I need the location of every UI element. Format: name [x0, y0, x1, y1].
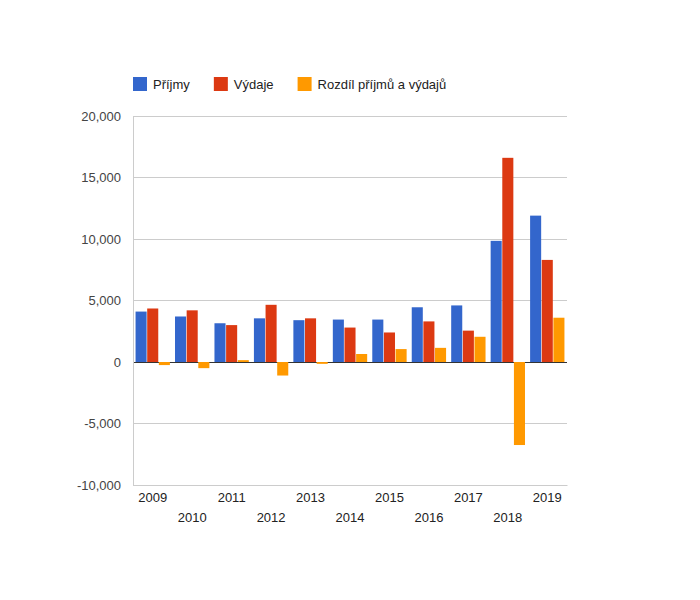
bar: [514, 362, 525, 445]
x-tick-label: 2016: [414, 510, 443, 525]
y-tick: -10,000: [77, 478, 133, 493]
x-tick: 2009: [138, 485, 167, 505]
bar: [226, 325, 237, 362]
x-tick-label: 2013: [296, 490, 325, 505]
bar: [305, 318, 316, 362]
bar: [451, 305, 462, 362]
bar: [435, 348, 446, 362]
x-tick: 2016: [414, 485, 443, 525]
legend-swatch: [133, 77, 147, 91]
bar: [356, 354, 367, 362]
y-tick-label: 5,000: [88, 293, 121, 308]
x-tick-label: 2017: [454, 490, 483, 505]
bar: [463, 331, 474, 362]
x-tick: 2017: [454, 485, 483, 505]
x-tick-label: 2010: [178, 510, 207, 525]
x-tick-label: 2011: [218, 490, 246, 505]
bar: [502, 158, 513, 362]
grid: [133, 116, 567, 485]
y-tick: 5,000: [88, 293, 133, 308]
bar-series: [147, 158, 553, 362]
bar-series: [136, 216, 542, 362]
bar: [266, 305, 277, 362]
x-tick-label: 2009: [138, 490, 167, 505]
x-tick: 2018: [493, 485, 522, 525]
y-tick: 15,000: [81, 170, 133, 185]
bar: [423, 321, 434, 362]
x-tick: 2014: [336, 485, 365, 525]
bar: [293, 320, 304, 362]
legend-label: Rozdíl příjmů a výdajů: [318, 77, 447, 92]
x-tick: 2019: [533, 485, 562, 505]
grid-line: [133, 116, 567, 117]
bar: [254, 318, 265, 362]
bar: [333, 320, 344, 362]
bar: [344, 328, 355, 362]
y-tick-label: 0: [114, 355, 121, 370]
x-tick: 2013: [296, 485, 325, 505]
x-axis: 2009 2010 2011 2012 2013 2014 2015 2016 2017 2018…: [134, 485, 568, 525]
y-axis-line: [133, 117, 134, 486]
bar: [147, 308, 158, 362]
bar-series: [159, 318, 565, 445]
grid-line: [133, 485, 567, 486]
bar: [412, 307, 423, 362]
y-tick: -5,000: [84, 416, 133, 431]
bar: [175, 316, 186, 362]
grid-line: [133, 423, 567, 424]
y-tick: 10,000: [81, 232, 133, 247]
legend-swatch: [214, 77, 228, 91]
bar: [159, 362, 170, 365]
legend-label: Příjmy: [153, 77, 190, 92]
bar: [474, 337, 485, 362]
bar: [277, 362, 288, 376]
bar: [542, 260, 553, 362]
bar: [384, 332, 395, 362]
legend: Příjmy Výdaje Rozdíl příjmů a výdajů: [133, 77, 446, 92]
bar: [396, 349, 407, 362]
x-tick: 2010: [178, 485, 207, 525]
legend-item: Příjmy: [133, 77, 190, 92]
legend-label: Výdaje: [234, 77, 274, 92]
bar: [136, 312, 147, 362]
bar: [491, 241, 502, 362]
y-tick: 0: [114, 355, 133, 370]
y-tick-label: -5,000: [84, 416, 121, 431]
y-tick: 20,000: [81, 109, 133, 124]
y-tick-label: 15,000: [81, 170, 121, 185]
bar: [187, 310, 198, 362]
x-axis-line: [134, 485, 568, 486]
bar: [553, 318, 564, 362]
bar: [214, 323, 225, 362]
y-tick-label: -10,000: [77, 478, 121, 493]
x-tick: 2011: [218, 485, 246, 505]
bar: [317, 362, 328, 364]
legend-item: Výdaje: [214, 77, 274, 92]
x-tick-label: 2018: [493, 510, 522, 525]
x-tick: 2015: [375, 485, 404, 505]
bar: [238, 360, 249, 362]
bar: [530, 216, 541, 362]
x-tick-label: 2014: [336, 510, 365, 525]
grid-line: [133, 239, 567, 240]
y-tick-label: 10,000: [81, 232, 121, 247]
y-axis: -10,000 -5,000 0 5,000 10,000 15,000 20,000: [77, 109, 134, 493]
x-tick-label: 2012: [257, 510, 286, 525]
legend-item: Rozdíl příjmů a výdajů: [298, 77, 447, 92]
bar: [198, 362, 209, 368]
y-tick-label: 20,000: [81, 109, 121, 124]
x-tick: 2012: [257, 485, 286, 525]
legend-swatch: [298, 77, 312, 91]
bars: [136, 158, 565, 445]
x-tick-label: 2019: [533, 490, 562, 505]
grid-line: [133, 300, 567, 301]
x-tick-label: 2015: [375, 490, 404, 505]
bar: [372, 320, 383, 362]
grid-line: [133, 177, 567, 178]
chart: -10,000 -5,000 0 5,000 10,000 15,000 20,000 200…: [0, 0, 700, 600]
